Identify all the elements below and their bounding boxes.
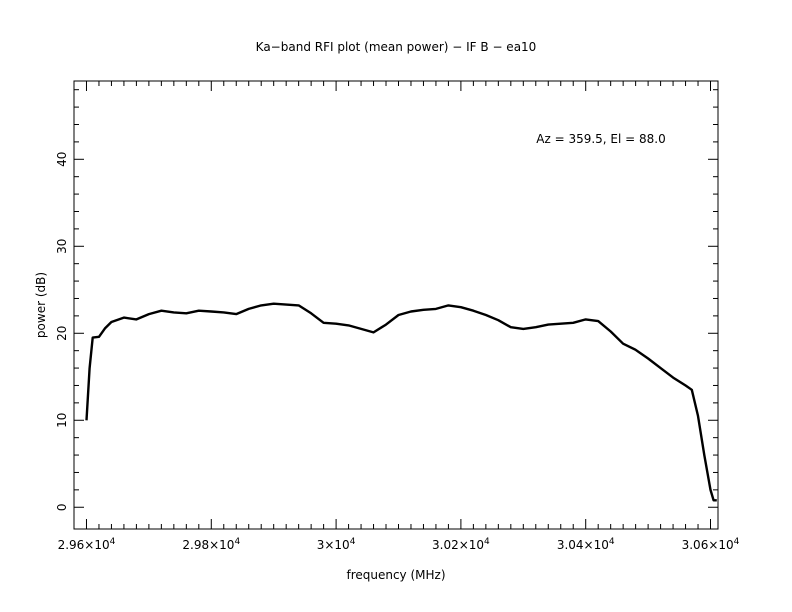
- x-axis-tick-labels: 2.96×104 2.98×104 3×104 3.02×104 3.04×104 3.0…: [58, 537, 740, 552]
- y-tick-label: 30: [55, 239, 69, 254]
- x-tick-label: 3.02×104: [432, 537, 490, 552]
- y-axis-ticks: [74, 89, 718, 508]
- y-tick-label: 0: [55, 503, 69, 511]
- x-tick-label: 2.98×104: [182, 537, 240, 552]
- x-tick-label: 3×104: [317, 537, 356, 552]
- az-el-annotation: Az = 359.5, El = 88.0: [536, 132, 666, 146]
- x-axis-ticks: [85, 81, 712, 529]
- power-spectrum-line: [85, 302, 717, 502]
- x-axis-label: frequency (MHz): [346, 568, 445, 582]
- y-axis-label: power (dB): [34, 272, 48, 338]
- x-tick-label: 3.04×104: [557, 537, 615, 552]
- y-tick-label: 10: [55, 413, 69, 428]
- plot-frame: [73, 80, 719, 530]
- y-tick-label: 40: [55, 152, 69, 167]
- x-tick-label: 2.96×104: [58, 537, 116, 552]
- y-axis-tick-labels: 0 10 20 30 40: [55, 152, 69, 511]
- chart-title: Ka−band RFI plot (mean power) − IF B − e…: [256, 40, 537, 54]
- x-tick-label: 3.06×104: [682, 537, 740, 552]
- y-tick-label: 20: [55, 326, 69, 341]
